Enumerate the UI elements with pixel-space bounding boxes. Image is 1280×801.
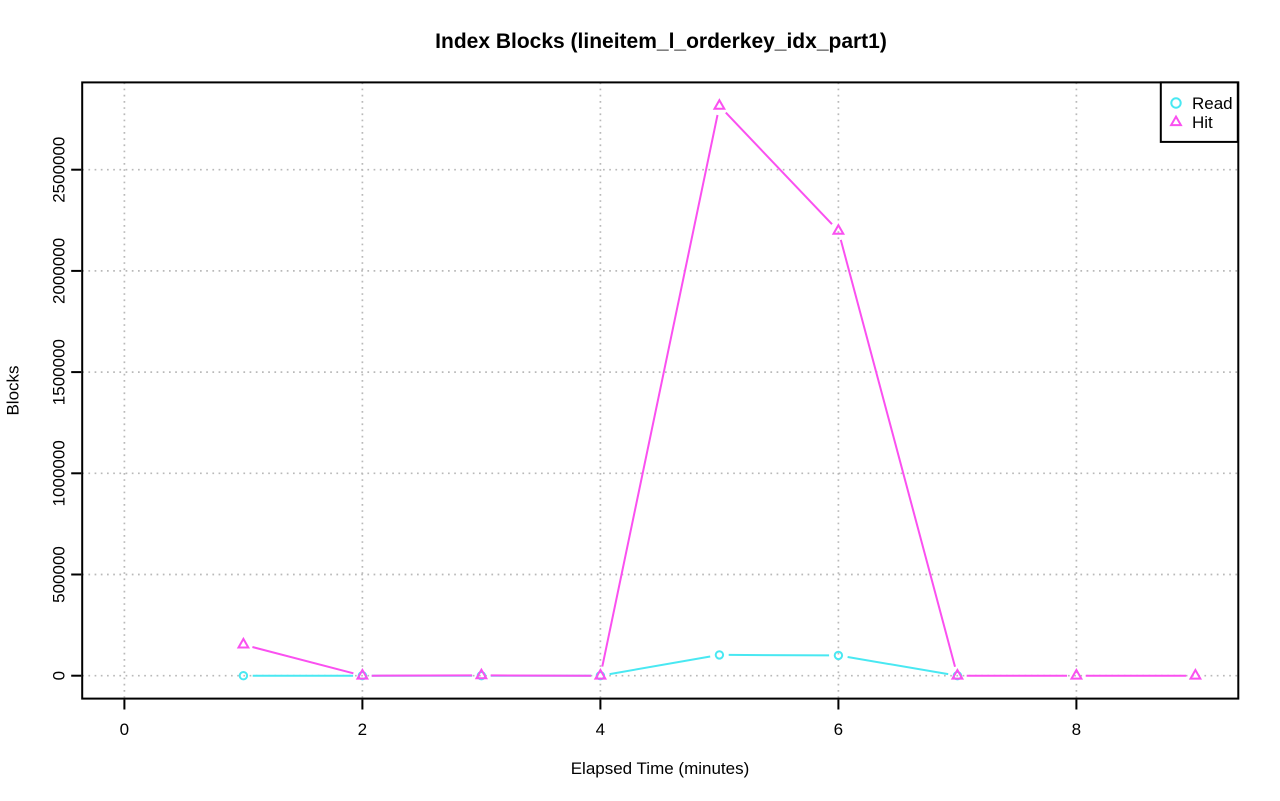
svg-text:Blocks: Blocks [4,365,23,415]
svg-text:Read: Read [1192,94,1233,113]
svg-text:Index Blocks (lineitem_l_order: Index Blocks (lineitem_l_orderkey_idx_pa… [435,30,887,53]
svg-text:2000000: 2000000 [50,238,69,304]
svg-text:2: 2 [358,720,367,739]
svg-text:4: 4 [596,720,605,739]
svg-text:1000000: 1000000 [50,440,69,506]
svg-text:0: 0 [120,720,129,739]
svg-text:6: 6 [834,720,843,739]
svg-text:0: 0 [50,671,69,680]
svg-text:8: 8 [1072,720,1081,739]
svg-text:500000: 500000 [50,546,69,603]
svg-text:1500000: 1500000 [50,339,69,405]
svg-text:Elapsed Time (minutes): Elapsed Time (minutes) [571,759,750,778]
svg-text:2500000: 2500000 [50,137,69,203]
svg-text:Hit: Hit [1192,113,1213,132]
